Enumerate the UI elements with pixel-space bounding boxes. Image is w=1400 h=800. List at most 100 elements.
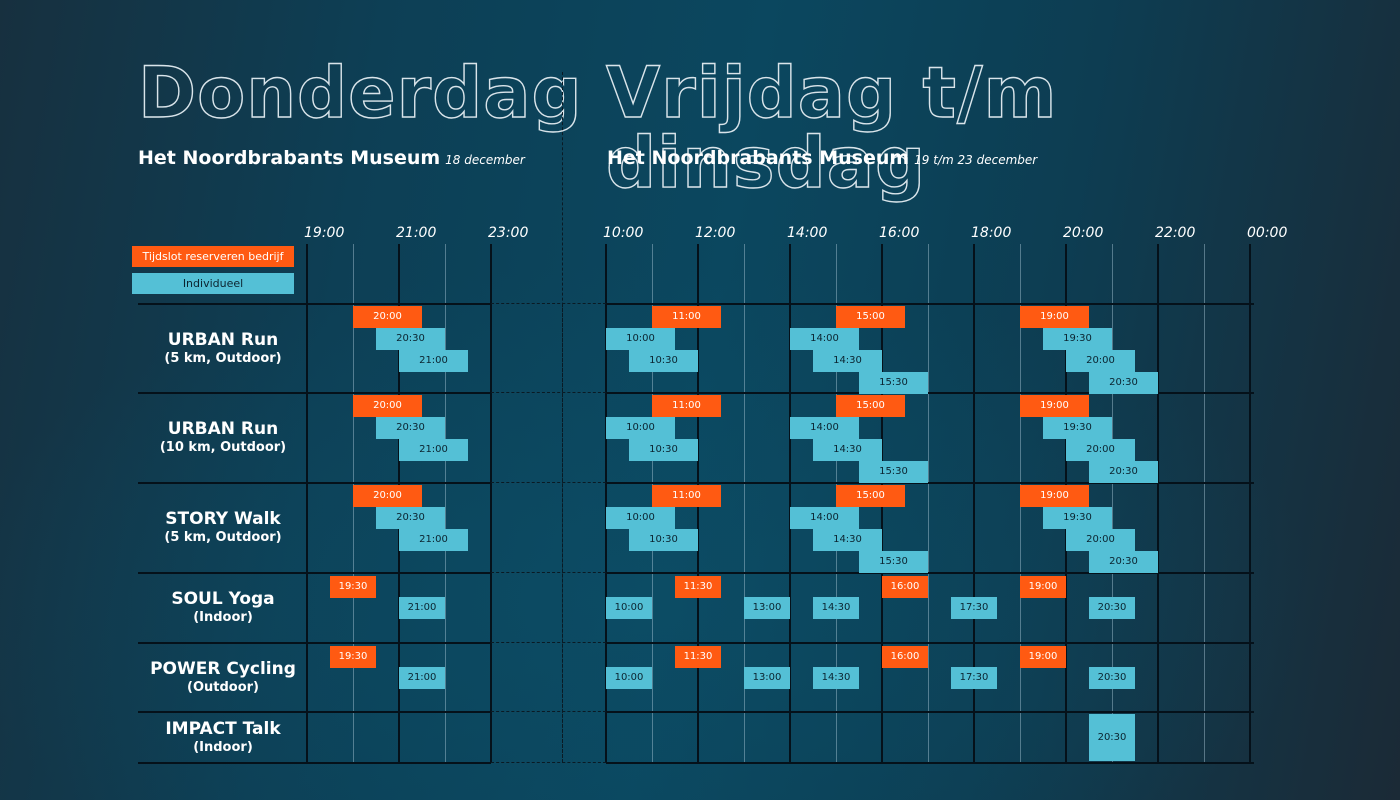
individual-timeslot[interactable]: 20:00	[1066, 439, 1135, 461]
row-divider-dashed	[491, 711, 606, 712]
individual-timeslot[interactable]: 20:30	[1089, 372, 1158, 394]
major-gridline	[973, 244, 975, 763]
major-gridline	[1249, 244, 1251, 763]
individual-timeslot[interactable]: 14:30	[813, 529, 882, 551]
individual-timeslot[interactable]: 21:00	[399, 529, 468, 551]
individual-timeslot[interactable]: 21:00	[399, 350, 468, 372]
individual-timeslot[interactable]: 10:00	[606, 507, 675, 529]
activity-details: (5 km, Outdoor)	[164, 350, 282, 366]
individual-timeslot[interactable]: 10:30	[629, 350, 698, 372]
row-divider	[138, 762, 491, 764]
activity-details: (Outdoor)	[187, 679, 259, 695]
venue-name: Het Noordbrabants Museum	[607, 147, 910, 169]
company-timeslot[interactable]: 15:00	[836, 306, 905, 328]
company-timeslot[interactable]: 20:00	[353, 306, 422, 328]
individual-timeslot[interactable]: 20:00	[1066, 529, 1135, 551]
individual-timeslot[interactable]: 14:30	[813, 439, 882, 461]
individual-timeslot[interactable]: 20:30	[376, 417, 445, 439]
individual-timeslot[interactable]: 14:00	[790, 417, 859, 439]
thursday-title: Donderdag	[137, 52, 583, 134]
individual-timeslot[interactable]: 13:00	[744, 667, 790, 689]
individual-timeslot[interactable]: 17:30	[951, 597, 997, 619]
company-timeslot[interactable]: 15:00	[836, 395, 905, 417]
individual-timeslot[interactable]: 19:30	[1043, 417, 1112, 439]
major-gridline	[490, 244, 492, 763]
individual-timeslot[interactable]: 14:30	[813, 667, 859, 689]
activity-label: SOUL Yoga (Indoor)	[138, 589, 308, 626]
time-axis-label: 00:00	[1247, 225, 1288, 241]
company-timeslot[interactable]: 19:30	[330, 646, 376, 668]
company-timeslot[interactable]: 11:00	[652, 485, 721, 507]
row-divider	[606, 392, 1254, 394]
company-timeslot[interactable]: 11:00	[652, 306, 721, 328]
company-timeslot[interactable]: 19:30	[330, 576, 376, 598]
individual-timeslot[interactable]: 20:30	[376, 328, 445, 350]
time-axis-label: 12:00	[695, 225, 736, 241]
activity-name: STORY Walk	[165, 509, 281, 529]
row-divider	[138, 303, 491, 305]
minor-gridline	[1112, 244, 1113, 763]
individual-timeslot[interactable]: 14:30	[813, 597, 859, 619]
individual-timeslot[interactable]: 21:00	[399, 439, 468, 461]
individual-timeslot[interactable]: 15:30	[859, 461, 928, 483]
legend-company-slot: Tijdslot reserveren bedrijf	[132, 246, 294, 267]
row-divider	[606, 711, 1254, 713]
row-divider	[138, 482, 491, 484]
activity-label: URBAN Run (5 km, Outdoor)	[138, 330, 308, 367]
row-divider	[606, 642, 1254, 644]
company-timeslot[interactable]: 16:00	[882, 576, 928, 598]
activity-name: POWER Cycling	[150, 658, 296, 679]
company-timeslot[interactable]: 11:30	[675, 646, 721, 668]
company-timeslot[interactable]: 19:00	[1020, 646, 1066, 668]
company-timeslot[interactable]: 19:00	[1020, 576, 1066, 598]
activity-label: STORY Walk (5 km, Outdoor)	[138, 509, 308, 546]
activity-label: URBAN Run (10 km, Outdoor)	[138, 419, 308, 456]
activity-name: SOUL Yoga	[171, 589, 275, 609]
individual-timeslot[interactable]: 14:00	[790, 507, 859, 529]
individual-timeslot[interactable]: 10:00	[606, 328, 675, 350]
individual-timeslot[interactable]: 20:30	[1089, 714, 1135, 761]
time-axis-label: 23:00	[488, 225, 529, 241]
individual-timeslot[interactable]: 14:30	[813, 350, 882, 372]
minor-gridline	[744, 244, 745, 763]
major-gridline	[306, 244, 308, 763]
company-timeslot[interactable]: 15:00	[836, 485, 905, 507]
row-divider	[606, 303, 1254, 305]
time-axis-label: 16:00	[879, 225, 920, 241]
individual-timeslot[interactable]: 10:00	[606, 597, 652, 619]
minor-gridline	[1204, 244, 1205, 763]
individual-timeslot[interactable]: 21:00	[399, 667, 445, 689]
major-gridline	[1157, 244, 1159, 763]
activity-details: (5 km, Outdoor)	[164, 530, 282, 545]
individual-timeslot[interactable]: 15:30	[859, 372, 928, 394]
individual-timeslot[interactable]: 15:30	[859, 551, 928, 573]
activity-name: IMPACT Talk	[165, 718, 281, 739]
row-divider	[138, 642, 491, 644]
individual-timeslot[interactable]: 19:30	[1043, 328, 1112, 350]
company-timeslot[interactable]: 20:00	[353, 485, 422, 507]
individual-timeslot[interactable]: 20:30	[1089, 461, 1158, 483]
individual-timeslot[interactable]: 20:30	[1089, 551, 1158, 573]
company-timeslot[interactable]: 19:00	[1020, 306, 1089, 328]
company-timeslot[interactable]: 19:00	[1020, 485, 1089, 507]
company-timeslot[interactable]: 16:00	[882, 646, 928, 668]
individual-timeslot[interactable]: 10:30	[629, 439, 698, 461]
individual-timeslot[interactable]: 10:00	[606, 667, 652, 689]
activity-name: URBAN Run	[167, 329, 279, 350]
individual-timeslot[interactable]: 20:30	[1089, 597, 1135, 619]
company-timeslot[interactable]: 19:00	[1020, 395, 1089, 417]
individual-timeslot[interactable]: 14:00	[790, 328, 859, 350]
individual-timeslot[interactable]: 21:00	[399, 597, 445, 619]
individual-timeslot[interactable]: 20:30	[376, 507, 445, 529]
individual-timeslot[interactable]: 17:30	[951, 667, 997, 689]
company-timeslot[interactable]: 11:30	[675, 576, 721, 598]
company-timeslot[interactable]: 20:00	[353, 395, 422, 417]
individual-timeslot[interactable]: 13:00	[744, 597, 790, 619]
individual-timeslot[interactable]: 20:30	[1089, 667, 1135, 689]
individual-timeslot[interactable]: 20:00	[1066, 350, 1135, 372]
time-axis-label: 20:00	[1063, 225, 1104, 241]
company-timeslot[interactable]: 11:00	[652, 395, 721, 417]
individual-timeslot[interactable]: 10:30	[629, 529, 698, 551]
individual-timeslot[interactable]: 10:00	[606, 417, 675, 439]
individual-timeslot[interactable]: 19:30	[1043, 507, 1112, 529]
